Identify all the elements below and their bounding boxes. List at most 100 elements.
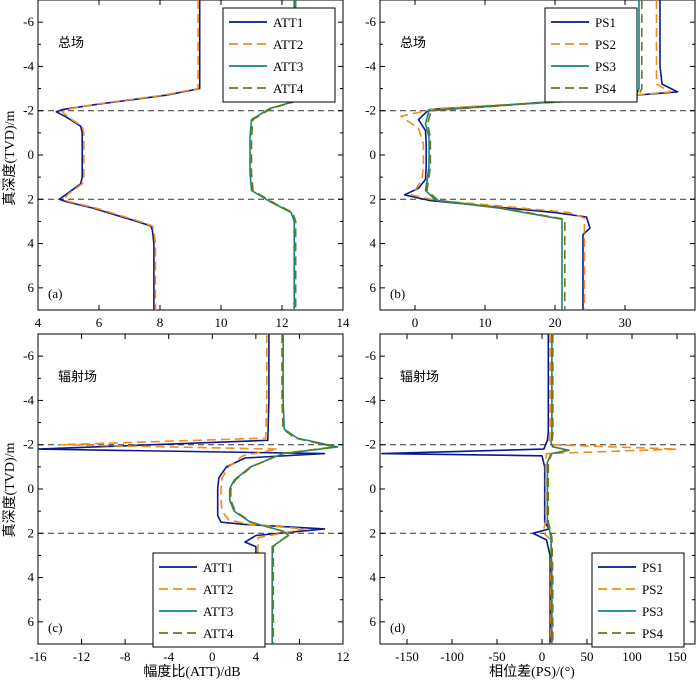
legend-label: PS3: [595, 59, 616, 74]
y-tick-label: 2: [28, 191, 35, 206]
x-tick-label: -12: [73, 649, 90, 664]
panel-label: (a): [48, 286, 62, 301]
series-line-att4: [230, 334, 336, 644]
y-tick-label: -4: [23, 58, 34, 73]
field-annotation: 辐射场: [58, 369, 97, 385]
legend-label: PS2: [642, 582, 663, 597]
y-tick-label: 4: [28, 236, 35, 251]
y-tick-label: -6: [365, 14, 376, 29]
legend-label: ATT2: [273, 37, 303, 52]
y-tick-label: -2: [365, 103, 376, 118]
legend-label: PS3: [642, 604, 663, 619]
y-tick-label: 0: [28, 147, 35, 162]
panel-label: (b): [390, 286, 405, 301]
xlabel-ps: 相位差(PS)/(°): [489, 664, 575, 680]
legend: ATT1 ATT2 ATT3 ATT4: [152, 552, 266, 648]
ylabel-bottom: 真深度(TVD)/m: [2, 442, 18, 537]
y-tick-label: 0: [370, 481, 377, 496]
field-annotation: 辐射场: [400, 369, 439, 385]
y-tick-label: -2: [23, 103, 34, 118]
x-tick-label: 12: [276, 315, 289, 330]
legend: PS1 PS2 PS3 PS4: [591, 552, 685, 648]
series-line-ps3: [424, 0, 640, 310]
y-tick-label: 4: [370, 236, 377, 251]
legend-label: PS4: [595, 81, 616, 96]
x-tick-label: 30: [619, 315, 632, 330]
y-tick-label: 6: [28, 280, 35, 295]
x-tick-label: -8: [120, 649, 131, 664]
series-line-att2: [61, 0, 199, 310]
y-tick-label: 0: [28, 481, 35, 496]
x-tick-label: 10: [479, 315, 492, 330]
x-tick-label: 6: [96, 315, 103, 330]
y-tick-label: -6: [365, 348, 376, 363]
plot-frame: [379, 0, 696, 311]
legend-label: PS1: [642, 560, 663, 575]
y-tick-label: 6: [370, 614, 377, 629]
xlabel-att: 幅度比(ATT)/dB: [143, 664, 240, 680]
series-line-ps4: [547, 334, 569, 644]
legend-label: ATT1: [273, 15, 303, 30]
series-group: [380, 334, 678, 644]
y-tick-label: -4: [23, 392, 34, 407]
x-tick-label: -50: [488, 649, 505, 664]
panel-b: -6 -4 -2 0 2 4 6 0 10 20 30 总场 (b) PS1 PS2 PS3 PS4: [365, 0, 696, 330]
field-annotation: 总场: [400, 36, 426, 51]
y-tick-label: -4: [365, 58, 376, 73]
legend-box: [544, 7, 638, 103]
series-group: [400, 0, 679, 310]
x-tick-label: 0: [209, 649, 216, 664]
series-line-ps1: [403, 0, 679, 310]
y-tick-label: 6: [370, 280, 377, 295]
x-tick-label: 8: [296, 649, 303, 664]
x-tick-label: 150: [667, 649, 687, 664]
legend-label: ATT3: [203, 604, 233, 619]
y-tick-label: -4: [365, 392, 376, 407]
x-tick-label: 4: [35, 315, 42, 330]
y-tick-label: 6: [28, 614, 35, 629]
ylabel-top: 真深度(TVD)/m: [2, 110, 18, 205]
y-tick-label: 4: [370, 570, 377, 585]
x-tick-label: 10: [215, 315, 228, 330]
x-tick-label: 14: [337, 315, 351, 330]
panel-label: (d): [390, 620, 405, 635]
x-tick-label: 50: [581, 649, 594, 664]
x-tick-label: 0: [412, 315, 419, 330]
legend-box: [591, 552, 685, 648]
series-line-att1: [55, 0, 201, 310]
y-tick-label: 2: [28, 525, 35, 540]
y-tick-label: 2: [370, 191, 377, 206]
legend-box: [152, 552, 266, 648]
series-line-ps4: [426, 0, 643, 310]
legend-box: [222, 7, 336, 103]
x-tick-label: -100: [440, 649, 464, 664]
y-tick-label: 0: [370, 147, 377, 162]
legend-label: ATT3: [273, 59, 303, 74]
series-line-ps1: [380, 334, 551, 644]
y-tick-label: -6: [23, 14, 34, 29]
series-line-att2: [58, 334, 306, 644]
x-tick-label: -150: [395, 649, 419, 664]
y-tick-label: 2: [370, 525, 377, 540]
y-tick-label: 4: [28, 570, 35, 585]
series-line-ps2: [400, 0, 672, 310]
panels-group: -6 -4 -2 0 2 4 6 4 6 8 10 12 14 总场 (a) ATT1 ATT2 ATT3 ATT4…: [23, 0, 696, 664]
legend-label: PS4: [642, 626, 663, 641]
legend-label: PS1: [595, 15, 616, 30]
y-tick-label: -6: [23, 348, 34, 363]
legend: PS1 PS2 PS3 PS4: [544, 7, 638, 103]
panel-label: (c): [48, 620, 62, 635]
series-line-ps2: [542, 334, 678, 644]
series-line-att4: [250, 0, 297, 310]
legend-label: PS2: [595, 37, 616, 52]
legend-label: ATT4: [203, 626, 234, 641]
y-tick-label: -2: [23, 437, 34, 452]
panel-a: -6 -4 -2 0 2 4 6 4 6 8 10 12 14 总场 (a) ATT1 ATT2 ATT3 ATT4: [23, 0, 350, 330]
series-group: [38, 334, 339, 644]
legend-label: ATT1: [203, 560, 233, 575]
x-tick-label: 0: [539, 649, 546, 664]
series-line-att1: [38, 334, 326, 644]
